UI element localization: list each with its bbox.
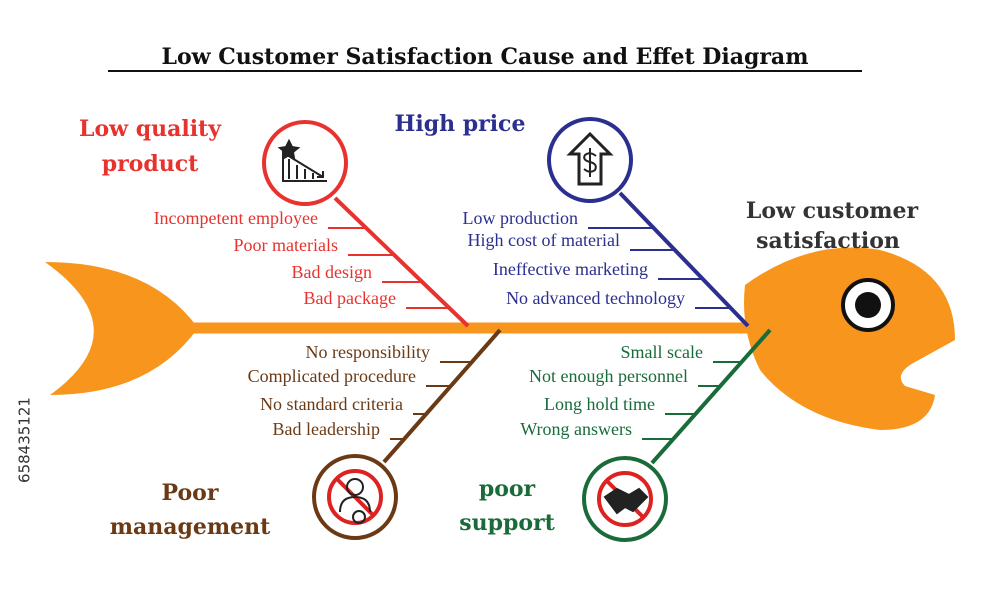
cause-item: Bad package [304,288,396,308]
bone [333,196,470,328]
bone [650,328,772,465]
pupil [855,292,881,318]
cause-item: Bad design [292,262,373,282]
title: Low Customer Satisfaction Cause and Effe… [162,44,809,70]
cause-item: Long hold time [544,394,655,414]
cause-item: Wrong answers [520,419,632,439]
icon-shape [346,478,364,496]
cause-item: Bad leadership [273,419,380,439]
cause-label: Poor [162,480,219,506]
icon-no [327,469,383,525]
cause-item: No standard criteria [260,394,403,414]
icon-shape [352,510,366,524]
cause-label: support [459,510,555,536]
effect-label: satisfaction [756,228,900,254]
cause-icon [327,469,383,525]
cause-item: No responsibility [306,342,431,362]
icon-shape [603,487,649,515]
cause-icon [597,471,653,527]
cause-item: Small scale [621,342,703,362]
cause-item: Incompetent employee [154,208,318,228]
cause-item: Not enough personnel [529,366,688,386]
icon-shape [339,495,371,513]
icon-shape [282,149,327,182]
cause-item: Complicated procedure [248,366,416,386]
icon-no [597,471,653,527]
cause-label: poor [479,476,536,502]
bones: Low quality product Incompetent employee Po… [79,111,772,542]
icon-shape [583,148,597,177]
icon-shape [277,138,301,160]
stock-id: 658435121 [16,397,34,483]
cause-label: product [102,151,199,177]
cause-item: Low production [463,208,578,228]
cause-item: No advanced technology [506,288,685,308]
fish-head [744,247,955,430]
cause-item: Poor materials [234,235,338,255]
cause-label: management [110,514,271,540]
cause-item: High cost of material [468,230,620,250]
fish-tail [45,262,198,395]
cause-label: High price [395,111,526,137]
cause-circle [262,120,348,206]
icon-shape [566,131,614,186]
cause-icon [277,138,327,182]
effect-label: Low customer [746,198,919,224]
cause-item: Ineffective marketing [493,259,648,279]
bone [618,191,750,328]
cause-label: Low quality [79,116,222,142]
cause-icon [566,131,614,186]
